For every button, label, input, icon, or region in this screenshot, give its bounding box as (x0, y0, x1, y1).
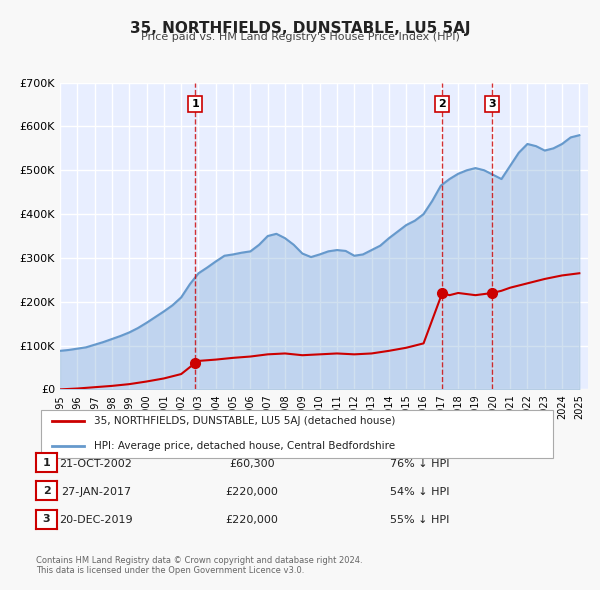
Text: £220,000: £220,000 (226, 487, 278, 497)
Text: 20-DEC-2019: 20-DEC-2019 (59, 516, 133, 525)
Text: 2: 2 (439, 99, 446, 109)
Text: 1: 1 (43, 458, 50, 467)
Text: 1: 1 (191, 99, 199, 109)
Text: 54% ↓ HPI: 54% ↓ HPI (390, 487, 449, 497)
Text: 2: 2 (43, 486, 50, 496)
FancyBboxPatch shape (41, 409, 553, 458)
Text: 3: 3 (488, 99, 496, 109)
Text: 35, NORTHFIELDS, DUNSTABLE, LU5 5AJ: 35, NORTHFIELDS, DUNSTABLE, LU5 5AJ (130, 21, 470, 35)
Text: 3: 3 (43, 514, 50, 524)
Text: Price paid vs. HM Land Registry's House Price Index (HPI): Price paid vs. HM Land Registry's House … (140, 32, 460, 42)
Text: 76% ↓ HPI: 76% ↓ HPI (390, 459, 449, 468)
Text: HPI: Average price, detached house, Central Bedfordshire: HPI: Average price, detached house, Cent… (94, 441, 395, 451)
Text: Contains HM Land Registry data © Crown copyright and database right 2024.
This d: Contains HM Land Registry data © Crown c… (36, 556, 362, 575)
Text: £220,000: £220,000 (226, 516, 278, 525)
Text: 27-JAN-2017: 27-JAN-2017 (61, 487, 131, 497)
Text: 35, NORTHFIELDS, DUNSTABLE, LU5 5AJ (detached house): 35, NORTHFIELDS, DUNSTABLE, LU5 5AJ (det… (94, 417, 395, 427)
Text: 21-OCT-2002: 21-OCT-2002 (59, 459, 133, 468)
Text: 55% ↓ HPI: 55% ↓ HPI (390, 516, 449, 525)
Text: £60,300: £60,300 (229, 459, 275, 468)
